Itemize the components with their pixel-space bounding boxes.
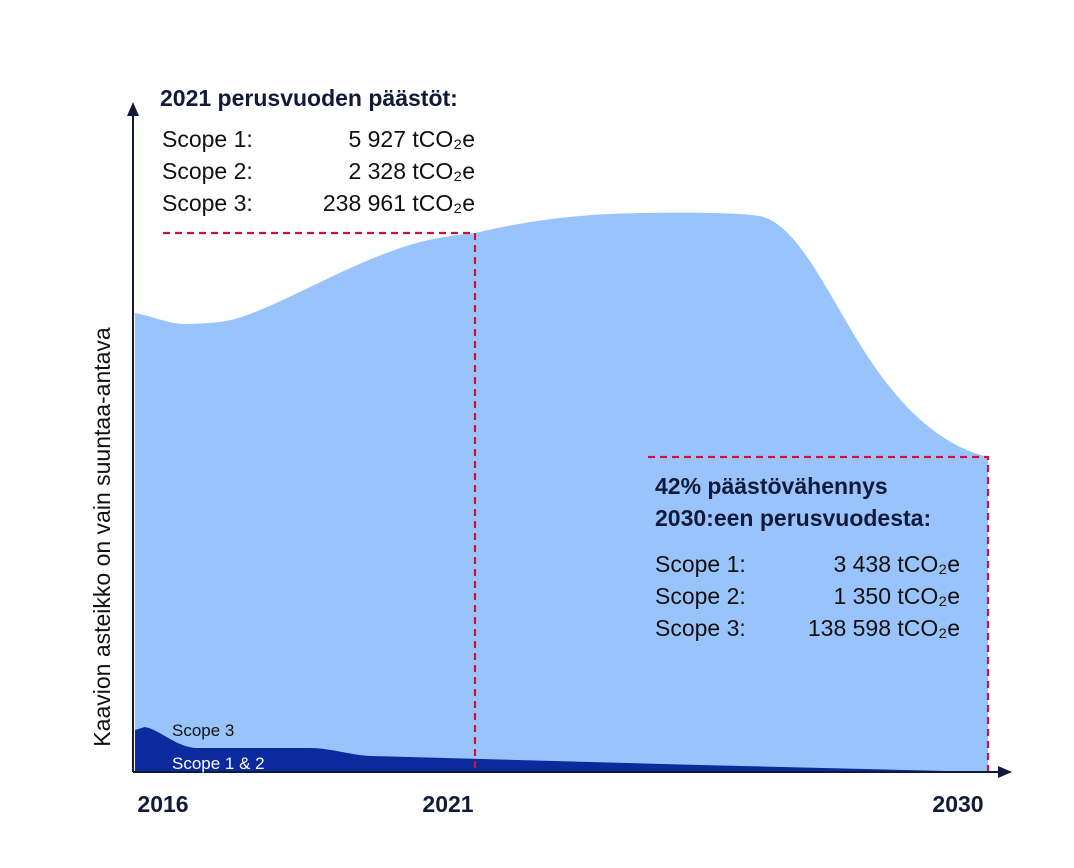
row-value: 3 438 tCO₂e <box>833 551 960 577</box>
row-label: Scope 3: <box>655 615 746 641</box>
row-value: 1 350 tCO₂e <box>833 583 960 609</box>
x-arrow <box>998 766 1012 778</box>
row-label: Scope 1: <box>655 551 746 577</box>
row-value: 138 598 tCO₂e <box>808 615 960 641</box>
year: 2016 <box>137 791 188 817</box>
row-value: 238 961 tCO₂e <box>323 190 475 216</box>
row-value: 5 927 tCO₂e <box>348 126 475 152</box>
base-marker <box>163 231 477 772</box>
target-title: 2030:een perusvuodesta: <box>655 505 931 531</box>
row-value: 2 328 tCO₂e <box>348 158 475 184</box>
target-marker <box>648 455 990 772</box>
scope3-area <box>135 212 988 772</box>
row-label: Scope 2: <box>655 583 746 609</box>
y-arrow <box>127 102 139 116</box>
row-label: Scope 2: <box>162 158 253 184</box>
year: 2030 <box>932 791 983 817</box>
area-label: Scope 3 <box>172 721 234 740</box>
target-title: 42% päästövähennys <box>655 473 888 499</box>
base-title: 2021 perusvuoden päästöt: <box>160 85 458 111</box>
year: 2021 <box>422 791 473 817</box>
axis-label: Kaavion asteikko on vain suuntaa-antava <box>89 327 115 747</box>
scope12-area <box>135 727 988 772</box>
row-label: Scope 1: <box>162 126 253 152</box>
row-label: Scope 3: <box>162 190 253 216</box>
area-label: Scope 1 & 2 <box>172 754 265 773</box>
